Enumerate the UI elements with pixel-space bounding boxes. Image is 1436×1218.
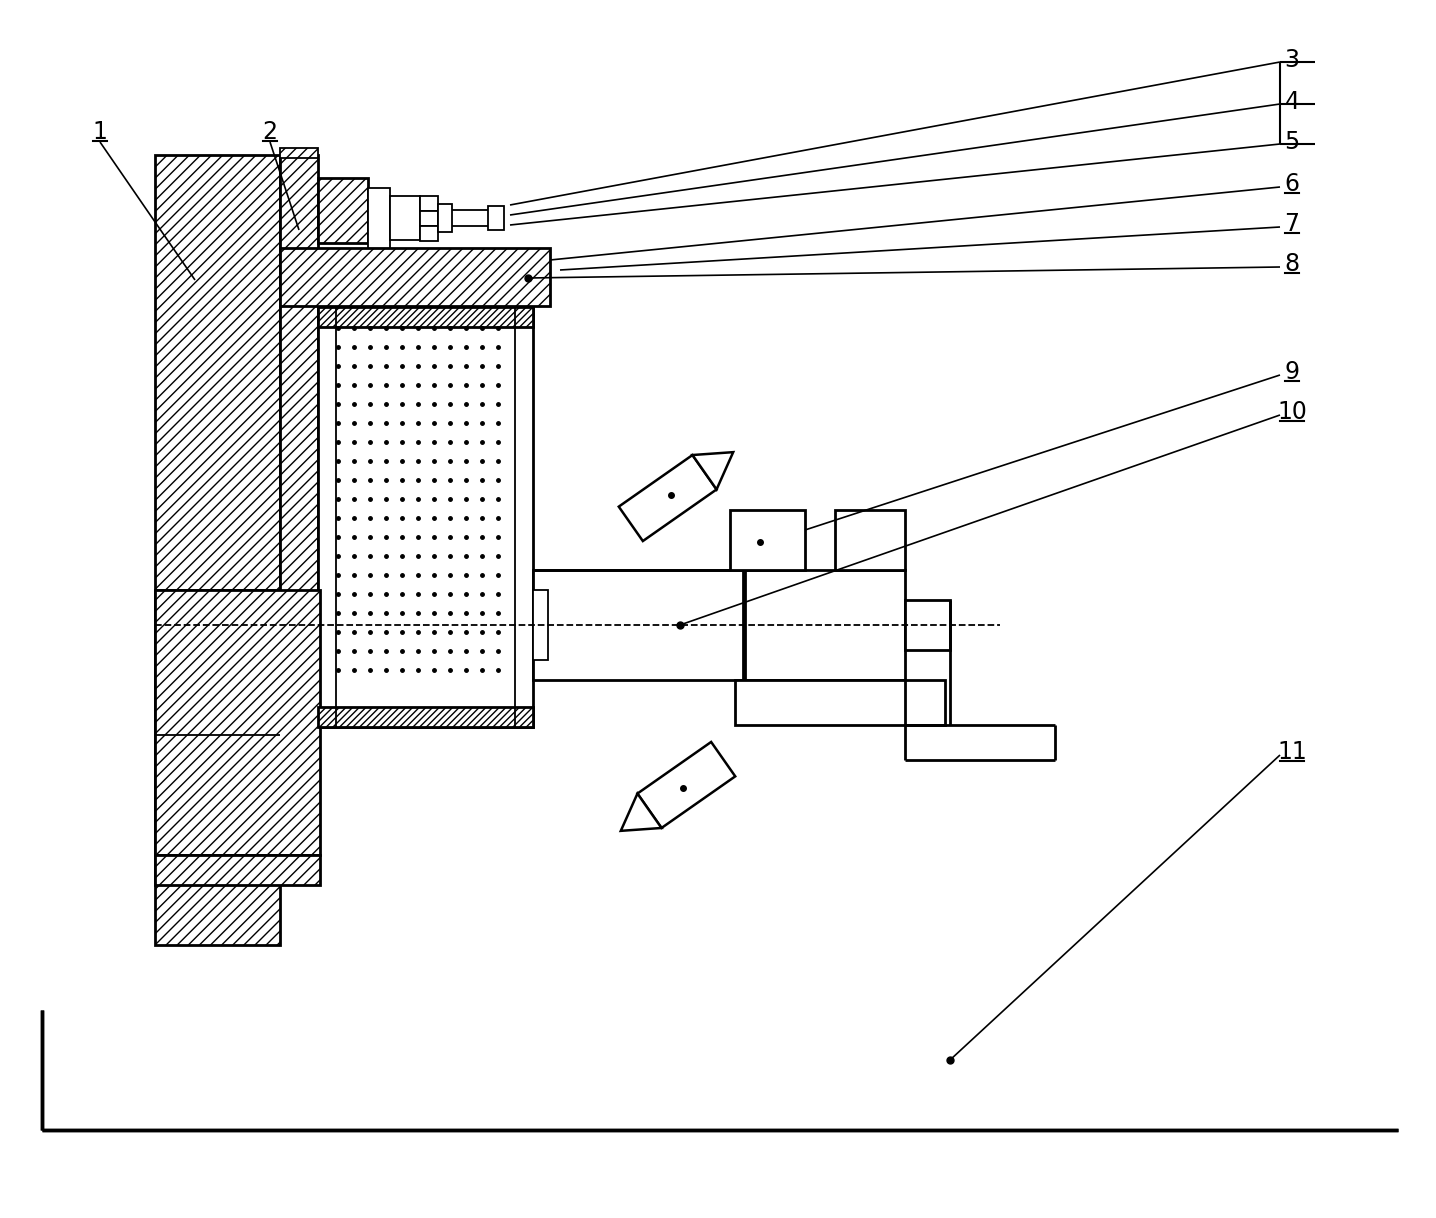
Text: 10: 10 [1277,400,1307,424]
Bar [735,680,945,725]
Bar [317,307,533,727]
Bar [317,307,533,326]
Text: 7: 7 [1284,212,1300,236]
Bar [155,155,280,945]
Text: 8: 8 [1284,252,1300,276]
Text: 4: 4 [1284,90,1300,114]
Bar [419,227,438,241]
Polygon shape [619,456,717,541]
Bar [533,570,742,680]
Polygon shape [620,794,662,831]
Bar [419,211,438,227]
Bar [729,510,806,570]
Bar [317,178,368,244]
Bar [419,196,438,211]
Text: 9: 9 [1284,361,1300,384]
Bar [317,706,533,727]
Polygon shape [638,742,735,828]
Bar [488,206,504,230]
Bar [368,188,391,248]
Bar [834,510,905,570]
Text: 6: 6 [1284,172,1300,196]
Bar [533,590,549,660]
Text: 1: 1 [92,121,108,144]
Bar [280,155,317,734]
Bar [155,855,320,885]
Text: 3: 3 [1284,48,1300,72]
Bar [438,203,452,231]
Polygon shape [692,452,734,490]
Bar [745,570,905,680]
Text: 2: 2 [263,121,277,144]
Bar [905,600,951,650]
Bar [391,196,419,240]
Text: 11: 11 [1277,741,1307,764]
Text: 5: 5 [1284,130,1300,153]
Bar [280,149,317,158]
Bar [280,248,550,306]
Bar [155,590,320,855]
